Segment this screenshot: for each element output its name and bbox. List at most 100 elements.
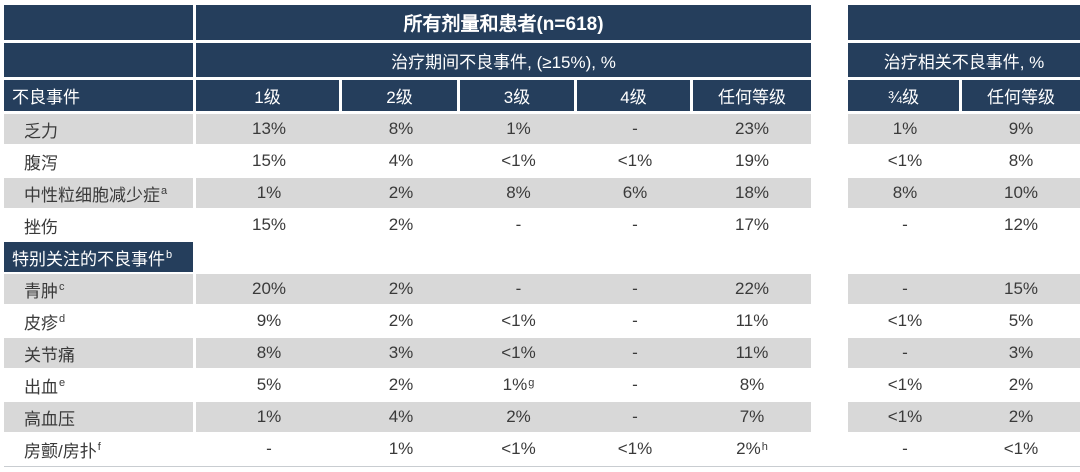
related-cell: 2% <box>1008 375 1034 394</box>
table-row: 高血压 1% 4% 2% -7% <1% 2% <box>4 402 1080 432</box>
table-row: 房颤/房扑 f - 1% <1% <1% 2% h - <1% <box>4 434 1080 464</box>
related-cell: 8% <box>1008 151 1034 170</box>
grade-cell: 17% <box>734 215 770 234</box>
header-band-subtitles: 治疗期间不良事件, (≥15%), % 治疗相关不良事件, % <box>4 43 1080 77</box>
grade-cell: 1% g <box>502 375 535 394</box>
table-row: 关节痛 8% 3% <1% -11% -3% <box>4 338 1080 368</box>
table-row: 挫伤 15% 2% - - 17% - 12% <box>4 210 1080 240</box>
table-gap <box>811 5 848 40</box>
grade-cell: - <box>632 215 638 234</box>
grade34-column-header: ¾级 <box>848 80 962 111</box>
related-cell: 3% <box>962 338 1080 368</box>
related-cell: <1% <box>848 402 962 432</box>
table-gap <box>811 80 848 111</box>
grade-cell: 11% <box>693 338 811 368</box>
grade4-column-header: 4级 <box>577 80 693 111</box>
related-cell: <1% <box>887 375 923 394</box>
related-cell: 2% <box>962 402 1080 432</box>
grade-cell: - <box>577 338 693 368</box>
table-gap <box>811 43 848 77</box>
grade-cell: 15% <box>251 215 287 234</box>
left-group-subtitle: 治疗期间不良事件, (≥15%), % <box>196 43 811 77</box>
grade-cell: - <box>577 114 693 144</box>
grade-cell: 2% h <box>736 439 768 458</box>
table-bottom-border <box>4 466 1080 467</box>
grade-cell: 4% <box>342 402 460 432</box>
table-row: 乏力 13% 8% 1% -23% 1% 9% <box>4 114 1080 144</box>
related-cell: 15% <box>962 274 1080 304</box>
related-cell: - <box>848 338 962 368</box>
row-label: 挫伤 <box>4 210 196 240</box>
related-any-grade-column-header: 任何等级 <box>962 80 1080 111</box>
grade-cell: <1% <box>501 311 536 330</box>
related-cell: - <box>902 215 908 234</box>
grade-cell: <1% <box>460 338 577 368</box>
grade-cell: 1% <box>388 439 414 458</box>
table-row: 中性粒细胞减少症 a 1% 2% 8% 6% 18% 8% 10% <box>4 178 1080 208</box>
grade-cell: <1% <box>617 151 653 170</box>
table-gap <box>811 434 848 464</box>
corner-cell-middle <box>4 43 196 77</box>
grade-cell: 2% <box>388 311 414 330</box>
grade-cell: 19% <box>734 151 770 170</box>
corner-cell-top <box>4 5 196 40</box>
related-cell: <1% <box>887 151 923 170</box>
grade-cell: 7% <box>693 402 811 432</box>
related-cell: 10% <box>962 178 1080 208</box>
grade-cell: 18% <box>693 178 811 208</box>
grade-cell: 4% <box>388 151 414 170</box>
related-cell: 5% <box>1008 311 1034 330</box>
related-cell: 12% <box>1003 215 1039 234</box>
grade-cell: 1% <box>460 114 577 144</box>
grade-cell: 8% <box>196 338 342 368</box>
table-row: 出血 e 5% 2% 1% g - 8% <1% 2% <box>4 370 1080 400</box>
section-row-filler <box>196 242 1080 272</box>
grade2-column-header: 2级 <box>342 80 460 111</box>
grade-cell: 3% <box>342 338 460 368</box>
column-header-row: 不良事件 1级 2级 3级 4级 任何等级 ¾级 任何等级 <box>4 80 1080 111</box>
grade-cell: 5% <box>256 375 282 394</box>
grade-cell: 20% <box>196 274 342 304</box>
grade1-column-header: 1级 <box>196 80 342 111</box>
row-label: 腹泻 <box>4 146 196 176</box>
grade-cell: 22% <box>693 274 811 304</box>
table-row: 腹泻 15% 4% <1% <1% 19% <1% 8% <box>4 146 1080 176</box>
related-cell: - <box>902 439 908 458</box>
row-label: 房颤/房扑 f <box>4 434 196 464</box>
table-gap <box>811 274 848 304</box>
grade-cell: - <box>266 439 272 458</box>
row-label: 乏力 <box>4 114 196 144</box>
table-gap <box>811 114 848 144</box>
table-body: 乏力 13% 8% 1% -23% 1% 9% 腹泻 15% 4% <1% <1% 19% <1% 8% 中性… <box>4 114 1080 464</box>
grade-cell: <1% <box>501 439 536 458</box>
row-label: 皮疹 d <box>4 306 196 336</box>
row-label: 中性粒细胞减少症 a <box>4 178 196 208</box>
grade-cell: 2% <box>342 274 460 304</box>
grade-cell: 1% <box>196 178 342 208</box>
table-gap <box>811 370 848 400</box>
grade-cell: 15% <box>251 151 287 170</box>
row-label: 出血 e <box>4 370 196 400</box>
row-label: 特别关注的不良事件 b <box>4 242 196 272</box>
grade-cell: 8% <box>739 375 765 394</box>
related-cell: 9% <box>962 114 1080 144</box>
grade-cell: <1% <box>501 151 536 170</box>
grade-cell: 9% <box>256 311 282 330</box>
table-row: 皮疹 d 9% 2% <1% - 11% <1% 5% <box>4 306 1080 336</box>
table-row: 青肿 c 20% 2% - -22% -15% <box>4 274 1080 304</box>
section-header-row: 特别关注的不良事件 b <box>4 242 1080 272</box>
grade-cell: 8% <box>342 114 460 144</box>
group-header-title: 所有剂量和患者(n=618) <box>196 5 811 40</box>
table-gap <box>811 306 848 336</box>
row-label: 青肿 c <box>4 274 196 304</box>
grade-cell: - <box>515 215 522 234</box>
grade3-column-header: 3级 <box>460 80 577 111</box>
grade-cell: 13% <box>196 114 342 144</box>
right-group-subtitle: 治疗相关不良事件, % <box>848 43 1080 77</box>
grade-cell: - <box>632 311 638 330</box>
group-header-right-empty <box>848 5 1080 40</box>
table-gap <box>811 338 848 368</box>
table-gap <box>811 178 848 208</box>
row-label: 高血压 <box>4 402 196 432</box>
